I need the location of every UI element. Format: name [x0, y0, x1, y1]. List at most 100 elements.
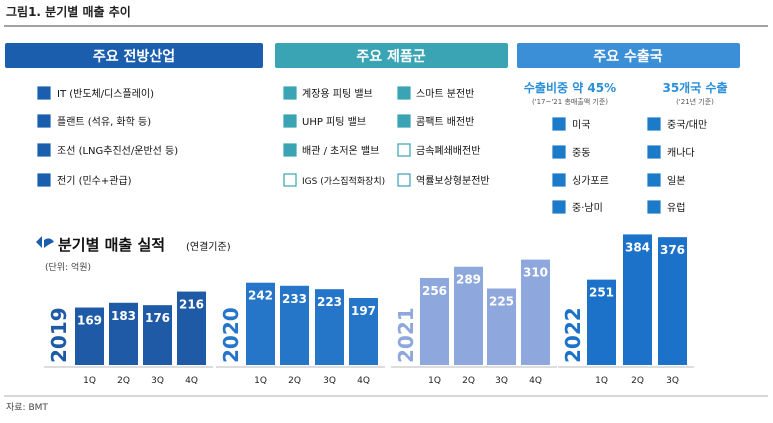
value-label: 197 [351, 304, 376, 318]
value-label: 176 [145, 311, 170, 325]
x-tick-label: 3Q [323, 376, 336, 386]
unit: (단위: 억원) [45, 261, 91, 273]
bar [315, 289, 344, 365]
x-tick-label: 4Q [529, 376, 542, 386]
bar [487, 288, 516, 365]
list-item: 중국/대만 [667, 119, 707, 131]
bar [420, 277, 449, 365]
x-tick-label: 2Q [117, 376, 130, 386]
x-tick-label: 1Q [595, 376, 608, 386]
list-item: 중동 [572, 147, 590, 159]
sub-title: 35개국 수출 [662, 80, 727, 95]
list-item: IT (반도체/디스플레이) [57, 88, 154, 100]
value-label: 376 [660, 243, 685, 257]
bar [587, 279, 616, 365]
bar [349, 298, 378, 365]
x-tick-label: 3Q [495, 376, 508, 386]
list-item: 일본 [667, 175, 685, 187]
bullet [37, 143, 51, 157]
sub-note: ('17~'21 총매출액 기준) [532, 97, 608, 106]
bar [109, 302, 138, 365]
value-label: 216 [179, 298, 204, 312]
list-item: 플랜트 (석유, 화학 등) [57, 116, 151, 128]
logo [36, 236, 54, 248]
bullet [397, 86, 411, 100]
x-tick-label: 3Q [151, 376, 164, 386]
list-item: 콤팩트 배전반 [416, 116, 474, 128]
bullet [37, 173, 51, 187]
panel-header [275, 43, 508, 68]
value-label: 169 [77, 314, 102, 328]
bullet [283, 173, 297, 187]
list-item: 중·남미 [572, 202, 603, 214]
value-label: 289 [456, 273, 481, 287]
x-tick-label: 2Q [288, 376, 301, 386]
panel-title: 주요 제품군 [356, 49, 425, 65]
list-item: 역률보상형분전반 [416, 175, 490, 187]
bullet [283, 114, 297, 128]
bullet [283, 143, 297, 157]
panel-header [5, 43, 263, 68]
bar [246, 282, 275, 365]
list-item: 유럽 [667, 202, 685, 214]
value-label: 183 [111, 309, 136, 323]
bullet [397, 143, 411, 157]
value-label: 225 [489, 295, 514, 309]
chart-title-note: (연결기준) [186, 241, 231, 253]
bullet [37, 114, 51, 128]
bullet [552, 173, 566, 187]
x-tick-label: 2Q [631, 376, 644, 386]
bar [521, 259, 550, 365]
bullet [283, 86, 297, 100]
x-tick-label: 3Q [666, 376, 679, 386]
panel-header [517, 43, 740, 68]
year-label: 2022 [561, 307, 585, 363]
figure-title: 그림1. 분기별 매출 추이 [6, 4, 131, 19]
bullet [552, 200, 566, 214]
year-label: 2020 [219, 307, 243, 363]
value-label: 256 [422, 284, 447, 298]
sub-title: 수출비중 약 45% [524, 80, 616, 95]
bar [75, 307, 104, 365]
panel-title: 주요 전방산업 [93, 48, 175, 65]
value-label: 384 [625, 240, 650, 254]
bar [623, 234, 652, 365]
bullet [37, 86, 51, 100]
source: 자료: BMT [6, 402, 48, 413]
x-tick-label: 1Q [83, 376, 96, 386]
bullet [397, 114, 411, 128]
bar [280, 285, 309, 365]
x-tick-label: 1Q [254, 376, 267, 386]
bar [143, 305, 172, 365]
value-label: 310 [523, 266, 548, 280]
list-item: UHP 피팅 밸브 [302, 116, 366, 128]
value-label: 223 [317, 295, 342, 309]
year-label: 2019 [47, 307, 71, 363]
list-item: 배관 / 초저온 밸브 [302, 145, 379, 157]
bullet [552, 117, 566, 131]
bullet [647, 117, 661, 131]
list-item: 금속폐쇄배전반 [416, 145, 480, 157]
list-item: 미국 [572, 119, 590, 131]
chart-title: 분기별 매출 실적 [58, 236, 165, 254]
sub-note: ('21년 기준) [676, 97, 714, 106]
year-label: 2021 [394, 307, 418, 363]
list-item: 스마트 분전반 [416, 88, 474, 100]
bullet [552, 145, 566, 159]
bullet [647, 173, 661, 187]
list-item: 캐나다 [667, 147, 695, 159]
bar [454, 266, 483, 365]
bar [658, 237, 687, 365]
x-tick-label: 2Q [462, 376, 475, 386]
x-tick-label: 4Q [185, 376, 198, 386]
list-item: 싱가포르 [572, 175, 609, 187]
list-item: 조선 (LNG추진선/운반선 등) [57, 145, 178, 157]
value-label: 251 [589, 286, 614, 300]
value-label: 233 [282, 292, 307, 306]
panel-title: 주요 수출국 [593, 48, 662, 65]
list-item: IGS (가스집적화장치) [302, 175, 385, 187]
bar [177, 291, 206, 365]
bullet [647, 200, 661, 214]
value-label: 242 [248, 289, 273, 303]
